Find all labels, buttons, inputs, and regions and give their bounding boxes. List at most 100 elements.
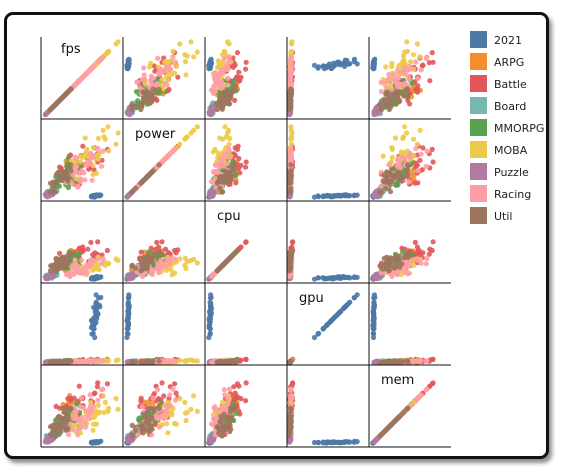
data-point[interactable] [207, 65, 213, 71]
data-point[interactable] [137, 85, 143, 91]
data-point[interactable] [311, 62, 318, 68]
data-point[interactable] [420, 250, 426, 256]
data-point[interactable] [105, 124, 111, 130]
data-point[interactable] [79, 257, 85, 263]
data-point[interactable] [191, 127, 197, 133]
data-point[interactable] [383, 64, 389, 70]
data-point[interactable] [404, 169, 410, 175]
data-point[interactable] [88, 160, 94, 166]
data-point[interactable] [220, 173, 226, 179]
data-point[interactable] [209, 103, 215, 109]
data-point[interactable] [134, 79, 140, 85]
data-point[interactable] [99, 163, 105, 169]
data-point[interactable] [85, 246, 91, 252]
data-point[interactable] [221, 89, 227, 95]
data-point[interactable] [133, 185, 139, 191]
data-point[interactable] [75, 184, 81, 190]
data-point[interactable] [97, 274, 103, 280]
data-point[interactable] [351, 56, 358, 62]
data-point[interactable] [142, 76, 148, 82]
data-point[interactable] [126, 304, 132, 310]
data-point[interactable] [288, 48, 295, 55]
data-point[interactable] [183, 72, 189, 78]
data-point[interactable] [210, 149, 216, 155]
data-point[interactable] [418, 260, 424, 266]
data-point[interactable] [168, 72, 174, 78]
data-point[interactable] [374, 273, 380, 279]
data-point[interactable] [51, 359, 57, 365]
data-point[interactable] [140, 261, 146, 267]
data-point[interactable] [95, 256, 101, 262]
data-point[interactable] [159, 239, 165, 245]
data-point[interactable] [411, 262, 417, 268]
data-point[interactable] [138, 106, 144, 113]
data-point[interactable] [243, 59, 249, 65]
data-point[interactable] [125, 308, 131, 314]
data-point[interactable] [154, 97, 160, 103]
data-point[interactable] [217, 103, 223, 109]
data-point[interactable] [72, 82, 78, 88]
data-point[interactable] [407, 150, 413, 156]
data-point[interactable] [100, 127, 106, 133]
data-point[interactable] [208, 57, 214, 63]
data-point[interactable] [288, 162, 294, 168]
data-point[interactable] [148, 97, 154, 103]
data-point[interactable] [155, 80, 161, 86]
data-point[interactable] [311, 194, 318, 200]
data-point[interactable] [106, 48, 112, 55]
data-point[interactable] [95, 59, 101, 65]
data-point[interactable] [212, 88, 218, 95]
data-point[interactable] [394, 163, 400, 169]
data-point[interactable] [226, 127, 232, 133]
data-point[interactable] [287, 170, 293, 176]
data-point[interactable] [216, 98, 222, 104]
data-point[interactable] [394, 157, 400, 163]
data-point[interactable] [138, 249, 144, 255]
data-point[interactable] [65, 256, 71, 263]
data-point[interactable] [126, 57, 132, 63]
data-point[interactable] [173, 250, 179, 256]
data-point[interactable] [106, 148, 112, 154]
data-point[interactable] [133, 265, 139, 271]
data-point[interactable] [113, 141, 119, 147]
data-point[interactable] [232, 97, 238, 103]
data-point[interactable] [320, 275, 326, 281]
data-point[interactable] [430, 59, 436, 65]
data-point[interactable] [404, 39, 410, 45]
data-point[interactable] [57, 257, 63, 264]
data-point[interactable] [371, 57, 377, 63]
data-point[interactable] [57, 250, 63, 256]
data-point[interactable] [209, 110, 215, 116]
data-point[interactable] [57, 97, 63, 103]
data-point[interactable] [378, 79, 384, 85]
data-point[interactable] [230, 64, 236, 70]
data-point[interactable] [412, 180, 418, 186]
data-point[interactable] [113, 256, 119, 262]
data-point[interactable] [402, 124, 408, 130]
data-point[interactable] [60, 94, 66, 100]
data-point[interactable] [389, 145, 395, 151]
data-point[interactable] [387, 97, 393, 103]
data-point[interactable] [129, 189, 135, 195]
data-point[interactable] [99, 55, 105, 62]
data-point[interactable] [100, 256, 106, 262]
data-point[interactable] [288, 134, 295, 140]
data-point[interactable] [333, 193, 339, 199]
data-point[interactable] [417, 54, 423, 60]
data-point[interactable] [217, 72, 223, 78]
data-point[interactable] [133, 89, 140, 95]
data-point[interactable] [420, 62, 426, 68]
data-point[interactable] [427, 78, 433, 84]
data-point[interactable] [221, 163, 227, 169]
data-point[interactable] [405, 162, 411, 168]
data-point[interactable] [287, 97, 293, 103]
data-point[interactable] [400, 59, 406, 65]
data-point[interactable] [423, 261, 429, 267]
data-point[interactable] [288, 141, 295, 147]
data-point[interactable] [133, 103, 139, 109]
data-point[interactable] [127, 273, 133, 279]
data-point[interactable] [155, 261, 161, 267]
data-point[interactable] [164, 74, 170, 80]
data-point[interactable] [396, 89, 402, 95]
data-point[interactable] [212, 169, 218, 175]
